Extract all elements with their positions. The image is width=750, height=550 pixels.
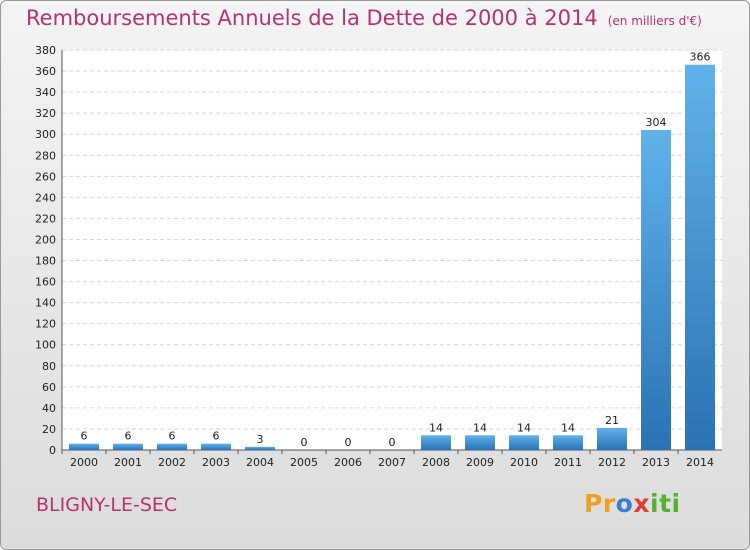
x-tick-label: 2012	[598, 456, 626, 469]
x-tick-label: 2001	[114, 456, 142, 469]
y-tick-label: 380	[35, 44, 56, 57]
bar-value-label: 21	[605, 414, 619, 427]
bar	[157, 443, 187, 450]
bar-value-label: 14	[517, 421, 531, 434]
y-tick-label: 60	[42, 381, 56, 394]
y-tick-label: 320	[35, 107, 56, 120]
x-tick-label: 2009	[466, 456, 494, 469]
proxiti-logo: Proxiti	[584, 489, 681, 518]
y-tick-label: 120	[35, 318, 56, 331]
logo-letter: r	[602, 489, 616, 518]
bar-value-label: 0	[301, 436, 308, 449]
chart-title-row: Remboursements Annuels de la Dette de 20…	[26, 6, 702, 30]
chart-title: Remboursements Annuels de la Dette de 20…	[26, 6, 598, 30]
x-tick-label: 2000	[70, 456, 98, 469]
bar-value-label: 6	[81, 430, 88, 443]
logo-letter: P	[584, 489, 603, 518]
x-tick-label: 2013	[642, 456, 670, 469]
commune-name: BLIGNY-LE-SEC	[36, 494, 178, 516]
bar-value-label: 0	[345, 436, 352, 449]
x-tick-label: 2004	[246, 456, 274, 469]
x-tick-label: 2005	[290, 456, 318, 469]
bar	[597, 427, 627, 450]
y-tick-label: 360	[35, 65, 56, 78]
bar-value-label: 6	[169, 430, 176, 443]
bar-value-label: 14	[473, 421, 487, 434]
y-tick-label: 40	[42, 402, 56, 415]
x-tick-label: 2008	[422, 456, 450, 469]
bar	[553, 435, 583, 450]
bar-value-label: 14	[429, 421, 443, 434]
bar	[641, 130, 671, 450]
logo-letter: t	[659, 489, 672, 518]
y-tick-label: 340	[35, 86, 56, 99]
bar-value-label: 6	[213, 430, 220, 443]
bar-value-label: 366	[690, 51, 711, 64]
logo-letter: i	[650, 489, 660, 518]
y-tick-label: 240	[35, 191, 56, 204]
x-tick-label: 2006	[334, 456, 362, 469]
y-tick-label: 160	[35, 276, 56, 289]
bar-value-label: 304	[646, 116, 667, 129]
y-tick-label: 200	[35, 233, 56, 246]
x-tick-label: 2007	[378, 456, 406, 469]
bar-value-label: 0	[389, 436, 396, 449]
y-tick-label: 180	[35, 255, 56, 268]
logo-letter: o	[615, 489, 634, 518]
bar	[245, 446, 275, 450]
bar	[201, 443, 231, 450]
bar-value-label: 3	[257, 433, 264, 446]
y-tick-label: 300	[35, 128, 56, 141]
bar	[465, 435, 495, 450]
logo-letter: x	[633, 489, 650, 518]
x-tick-label: 2011	[554, 456, 582, 469]
bar-value-label: 14	[561, 421, 575, 434]
y-tick-label: 140	[35, 297, 56, 310]
x-tick-label: 2010	[510, 456, 538, 469]
bar	[113, 443, 143, 450]
bar	[685, 64, 715, 450]
bar-value-label: 6	[125, 430, 132, 443]
y-tick-label: 260	[35, 170, 56, 183]
bar	[509, 435, 539, 450]
x-tick-label: 2003	[202, 456, 230, 469]
y-tick-label: 80	[42, 360, 56, 373]
x-tick-label: 2014	[686, 456, 714, 469]
plot-area	[62, 50, 722, 450]
x-tick-label: 2002	[158, 456, 186, 469]
y-tick-label: 220	[35, 212, 56, 225]
chart-subtitle: (en milliers d'€)	[607, 14, 702, 28]
logo-letter: i	[671, 489, 681, 518]
y-tick-label: 100	[35, 339, 56, 352]
y-tick-label: 20	[42, 423, 56, 436]
y-tick-label: 0	[49, 444, 56, 457]
bar	[69, 443, 99, 450]
y-tick-label: 280	[35, 149, 56, 162]
bar	[421, 435, 451, 450]
